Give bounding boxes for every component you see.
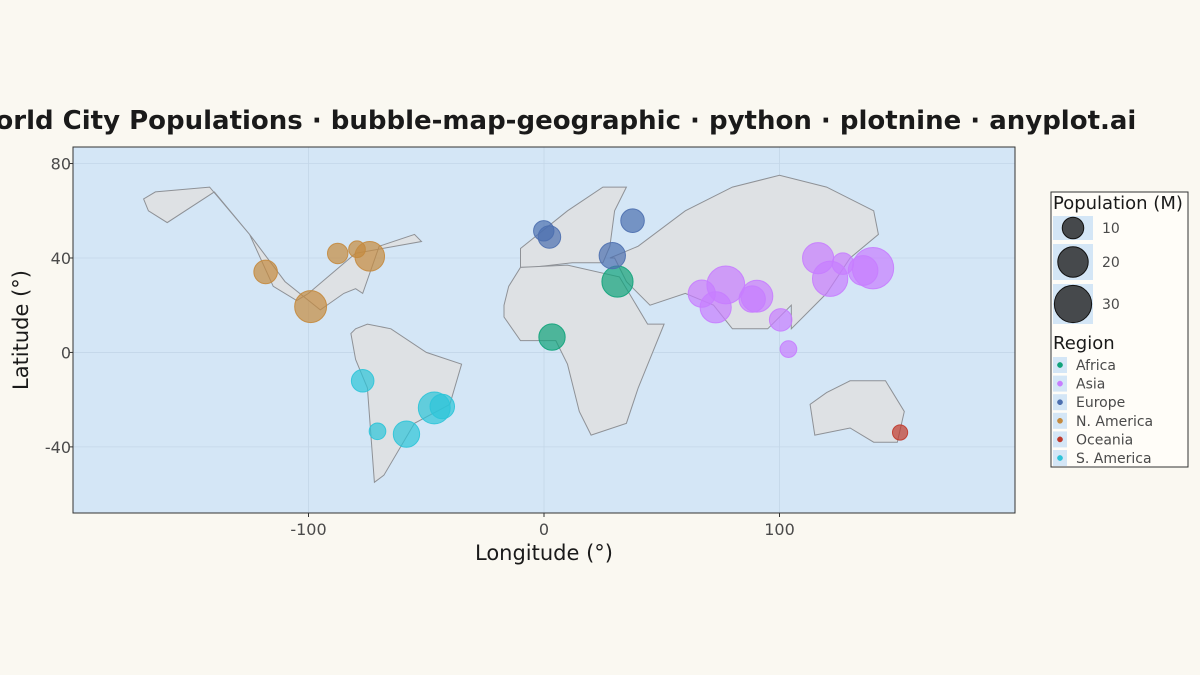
x-tick-label: -100 (290, 520, 326, 539)
y-axis-title: Latitude (°) (9, 270, 33, 390)
size-legend-bubble (1061, 216, 1085, 240)
size-legend-label: 30 (1102, 297, 1120, 313)
x-axis-title: Longitude (°) (475, 541, 613, 565)
color-legend-swatch (1057, 417, 1063, 424)
bubble-point (350, 368, 375, 393)
color-legend-swatch (1057, 436, 1063, 443)
bubble-point (253, 259, 278, 285)
legend: Population (M) 10 20 30 Region Africa Asia E… (1050, 191, 1189, 468)
bubble-point (327, 242, 349, 265)
bubble-point (738, 285, 766, 313)
y-tick-label: 0 (61, 343, 71, 362)
color-legend: Africa Asia Europe N. America Oceania S. Amer… (1053, 357, 1153, 467)
size-legend-bubble (1053, 284, 1093, 324)
bubble-points (253, 208, 909, 448)
chart-title: World City Populations · bubble-map-geog… (0, 106, 1136, 136)
x-tick-label: 100 (764, 520, 795, 539)
land-asia (609, 174, 879, 331)
bubble-point (533, 220, 555, 242)
color-legend-swatch (1057, 399, 1063, 406)
x-tick-label: 0 (539, 520, 549, 539)
size-legend-bubble (1057, 246, 1089, 278)
bubble-point (687, 279, 716, 308)
bubble-point (598, 241, 626, 270)
color-legend-label: Oceania (1076, 432, 1133, 448)
bubble-point (392, 420, 421, 448)
bubble-point (294, 290, 328, 324)
color-legend-label: N. America (1076, 414, 1153, 430)
bubble-point (802, 242, 835, 275)
bubble-point (779, 340, 798, 358)
x-axis-ticks: -100 0 100 (290, 513, 795, 539)
bubble-point (538, 323, 566, 351)
bubble-point (429, 393, 456, 420)
bubble-point (348, 240, 366, 259)
bubble-point (768, 308, 793, 332)
color-legend-label: Europe (1076, 395, 1125, 411)
bubble-point (601, 265, 634, 298)
color-legend-label: Asia (1076, 377, 1105, 393)
size-legend-title: Population (M) (1053, 193, 1183, 214)
y-tick-label: 40 (51, 249, 71, 268)
land-africa (503, 264, 665, 436)
size-legend: 10 20 30 (1053, 216, 1120, 324)
bubble-point (831, 252, 855, 275)
bubble-point (620, 208, 645, 233)
color-legend-title: Region (1053, 333, 1115, 354)
color-legend-label: Africa (1076, 358, 1116, 374)
color-legend-swatch (1057, 362, 1063, 368)
y-tick-label: 80 (51, 155, 71, 174)
color-legend-swatch (1057, 455, 1063, 461)
y-tick-label: -40 (45, 438, 71, 457)
color-legend-label: S. America (1076, 451, 1152, 467)
bubble-point (368, 422, 387, 441)
size-legend-label: 10 (1102, 221, 1120, 237)
bubble-point (891, 424, 909, 441)
y-axis-ticks: -40 0 40 80 (45, 155, 73, 457)
size-legend-label: 20 (1102, 255, 1120, 271)
color-legend-swatch (1057, 380, 1063, 387)
